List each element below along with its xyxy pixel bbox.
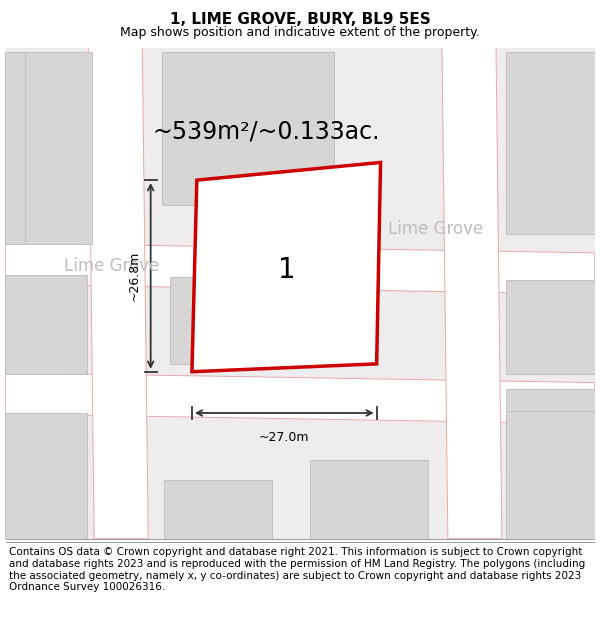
Text: Map shows position and indicative extent of the property.: Map shows position and indicative extent…: [120, 26, 480, 39]
Text: 1: 1: [278, 256, 295, 284]
Bar: [506, 52, 595, 234]
Bar: [164, 480, 272, 539]
Bar: [163, 52, 334, 205]
Text: ~26.8m: ~26.8m: [128, 251, 141, 301]
Polygon shape: [5, 243, 595, 294]
Polygon shape: [88, 48, 148, 539]
Text: Contains OS data © Crown copyright and database right 2021. This information is : Contains OS data © Crown copyright and d…: [9, 548, 585, 592]
Text: Lime Grove: Lime Grove: [64, 257, 160, 274]
Polygon shape: [192, 162, 380, 372]
Text: ~27.0m: ~27.0m: [259, 431, 310, 444]
Text: ~539m²/~0.133ac.: ~539m²/~0.133ac.: [152, 119, 380, 143]
Bar: [5, 276, 87, 374]
Text: 1, LIME GROVE, BURY, BL9 5ES: 1, LIME GROVE, BURY, BL9 5ES: [170, 12, 430, 27]
Bar: [506, 411, 595, 539]
Bar: [163, 52, 334, 205]
Polygon shape: [442, 48, 502, 539]
Bar: [506, 389, 595, 468]
Polygon shape: [5, 372, 595, 424]
Bar: [170, 278, 249, 364]
Text: Lime Grove: Lime Grove: [388, 220, 484, 238]
Bar: [506, 281, 595, 374]
Bar: [5, 413, 87, 539]
Bar: [310, 460, 428, 539]
Bar: [5, 52, 92, 244]
Bar: [236, 239, 349, 332]
Bar: [5, 52, 25, 244]
